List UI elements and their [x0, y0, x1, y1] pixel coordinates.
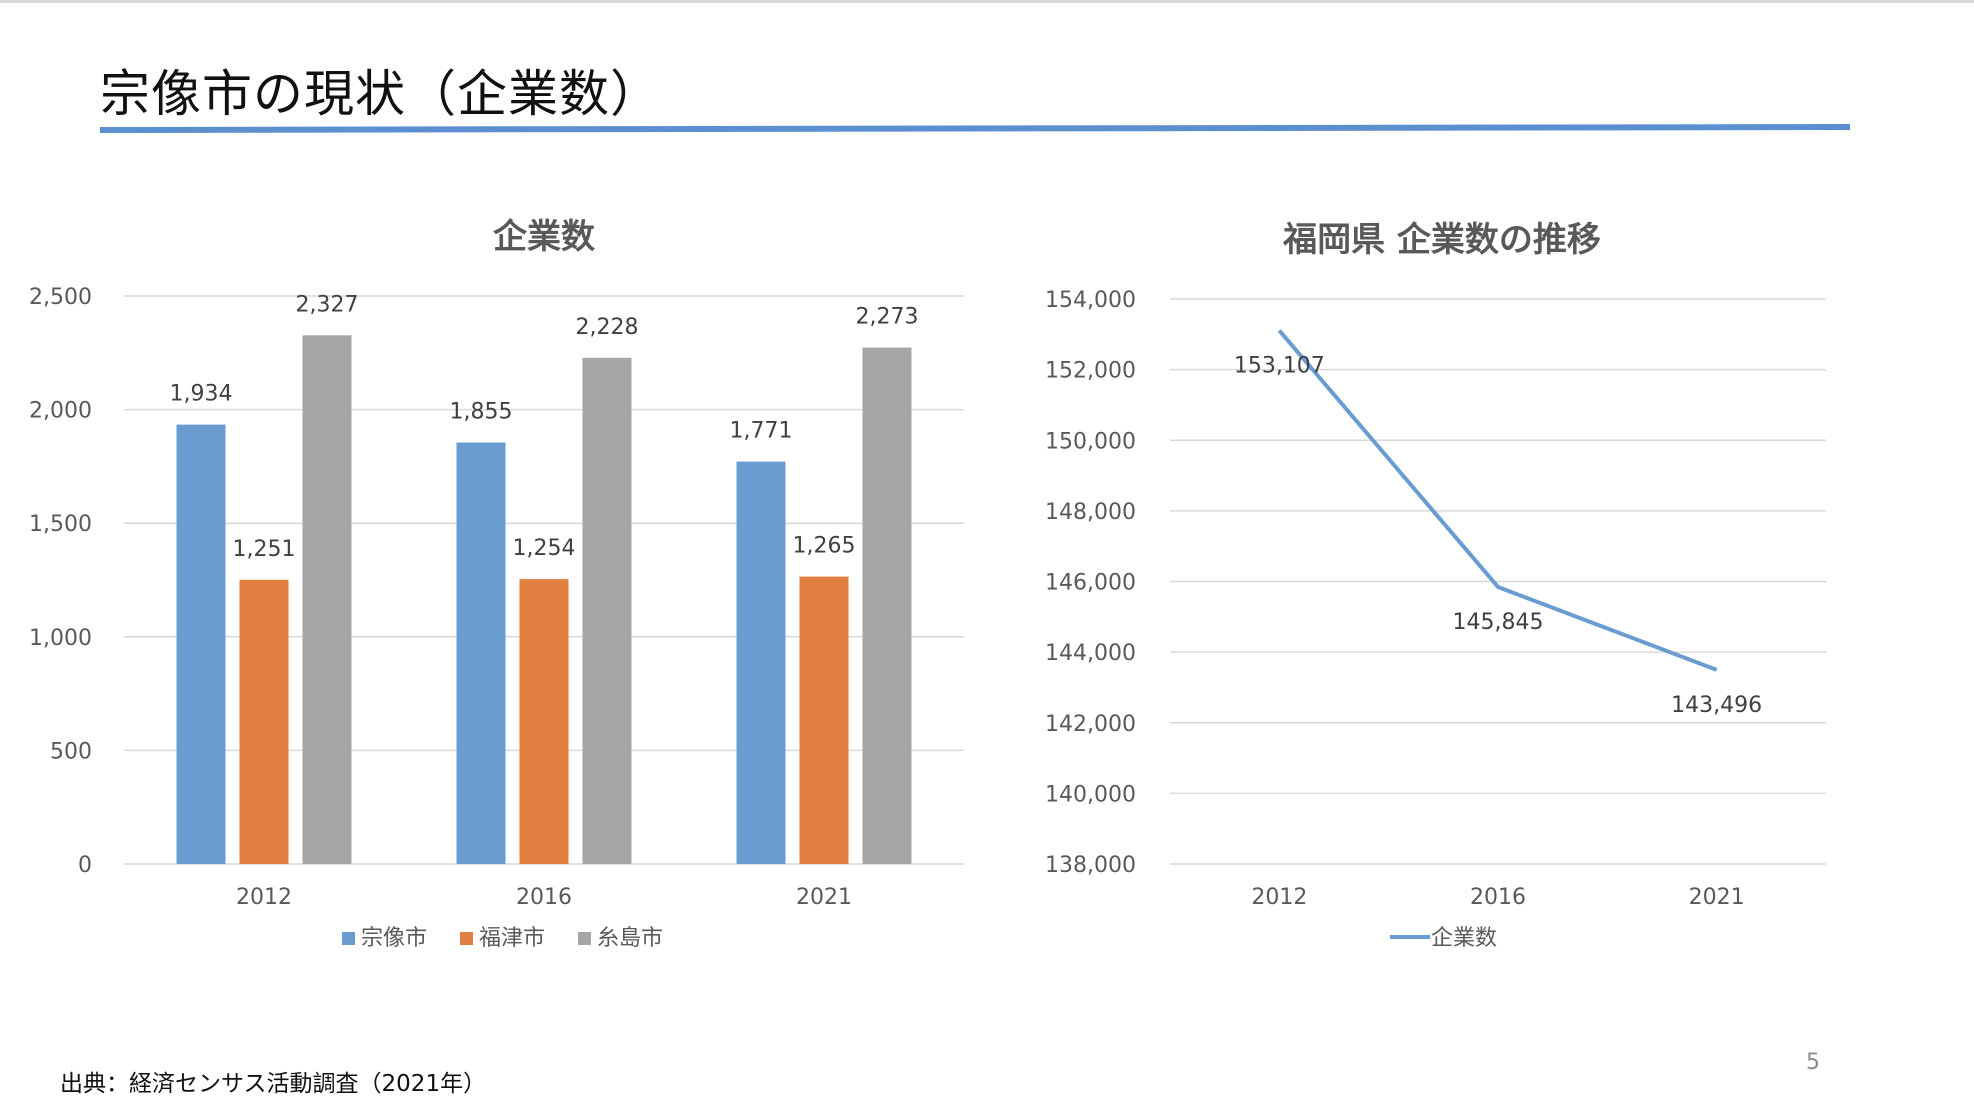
line-y-tick-label: 154,000: [1045, 288, 1136, 313]
line-y-tick-label: 140,000: [1045, 782, 1136, 807]
bar-y-tick-label: 2,000: [29, 399, 92, 424]
line-y-tick-label: 142,000: [1045, 712, 1136, 737]
line-y-tick-label: 144,000: [1045, 641, 1136, 666]
bar: [302, 335, 352, 864]
bar-data-label: 1,265: [793, 534, 856, 559]
title-underline: [99, 124, 1851, 133]
line-y-tick-label: 146,000: [1045, 571, 1136, 596]
bar-data-label: 2,228: [576, 315, 639, 340]
bar-legend-label: 宗像市: [361, 926, 427, 951]
bar: [456, 442, 506, 864]
bar-y-tick-label: 1,000: [29, 626, 92, 651]
line-data-label: 143,496: [1671, 693, 1762, 718]
line-data-label: 145,845: [1453, 610, 1544, 635]
bar-data-label: 1,855: [450, 400, 513, 425]
bar-data-label: 1,251: [233, 537, 296, 562]
line-y-tick-label: 138,000: [1045, 853, 1136, 878]
bar-x-tick-label: 2016: [516, 885, 572, 910]
line-legend-label: 企業数: [1431, 926, 1497, 951]
line-y-tick-label: 152,000: [1045, 359, 1136, 384]
source-note: 出典：経済センサス活動調査（2021年）: [60, 1071, 487, 1097]
line-chart: 福岡県 企業数の推移 138,000 140,000 142,000 144,000 14…: [1045, 220, 1826, 951]
line-chart-title: 福岡県 企業数の推移: [1282, 220, 1601, 260]
bar: [736, 461, 786, 864]
bar-legend-swatch: [342, 932, 355, 945]
bar-data-label: 2,327: [296, 292, 359, 317]
bar: [519, 579, 569, 864]
bar-legend-label: 福津市: [479, 926, 545, 951]
bar-data-label: 1,771: [730, 419, 793, 444]
bar: [799, 576, 849, 864]
bar-y-tick-label: 500: [50, 739, 92, 764]
line-y-tick-label: 150,000: [1045, 429, 1136, 454]
bar-y-tick-label: 0: [78, 853, 92, 878]
bar: [582, 357, 632, 864]
bar-x-tick-label: 2021: [796, 885, 852, 910]
bar: [862, 347, 912, 864]
bar-data-label: 2,273: [856, 305, 919, 330]
page-number: 5: [1806, 1050, 1820, 1075]
line-x-tick-label: 2021: [1689, 885, 1745, 910]
line-x-tick-label: 2012: [1251, 885, 1307, 910]
bar-legend-swatch: [460, 932, 473, 945]
bar: [239, 579, 289, 864]
bar-chart-title: 企業数: [493, 217, 595, 257]
bar-y-tick-label: 2,500: [29, 285, 92, 310]
line-data-label: 153,107: [1234, 354, 1325, 379]
bar-legend-label: 糸島市: [597, 926, 663, 951]
bar: [176, 424, 226, 864]
page-title: 宗像市の現状（企業数）: [100, 65, 661, 123]
bar-chart: 企業数 0 500 1,000 1,500 2,000 2,500 2012 1,934 1,25…: [29, 217, 964, 951]
bar-legend-swatch: [578, 932, 591, 945]
bar-x-tick-label: 2012: [236, 885, 292, 910]
bar-data-label: 1,254: [513, 536, 576, 561]
line-x-tick-label: 2016: [1470, 885, 1526, 910]
top-border: [0, 0, 1974, 3]
bar-data-label: 1,934: [170, 382, 233, 407]
bar-y-tick-label: 1,500: [29, 512, 92, 537]
line-y-tick-label: 148,000: [1045, 500, 1136, 525]
line-series: [1277, 329, 1718, 672]
